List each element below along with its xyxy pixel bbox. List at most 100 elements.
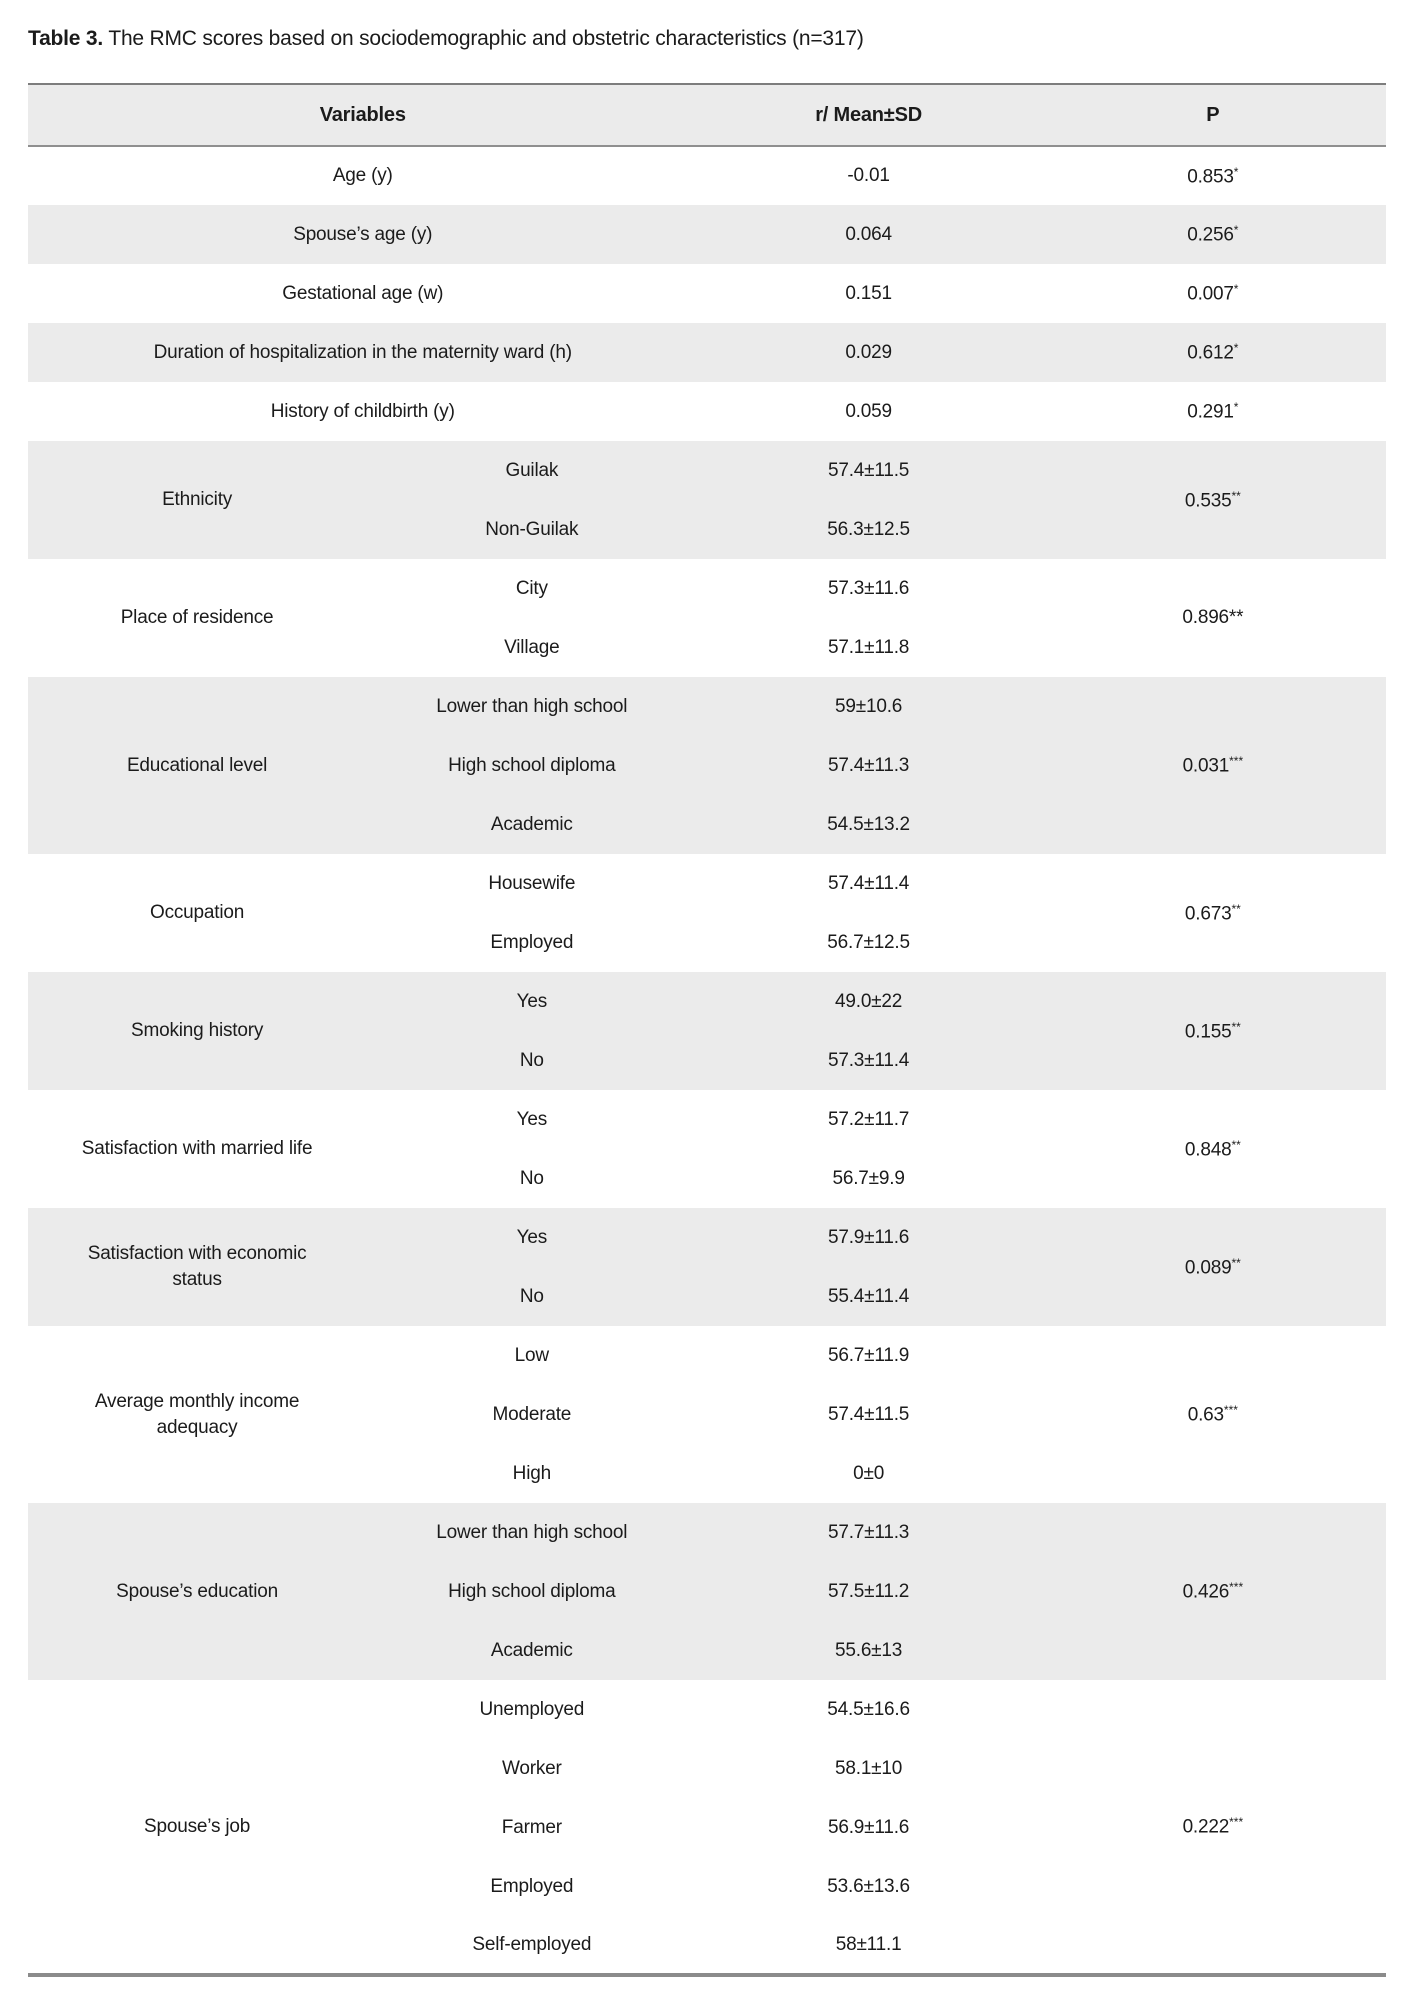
header-row: Variables r/ Mean±SD P <box>28 84 1386 147</box>
table-row: Spouse’s education Lower than high school… <box>28 1503 1386 1602</box>
subcategory-cell: Academic <box>490 1639 573 1661</box>
table-row: Age (y) -0.01 0.853* <box>28 146 1386 205</box>
p-significance-marker: ** <box>1231 1137 1241 1152</box>
subcategory-cell: Lower than high school <box>436 695 628 717</box>
p-value-cell: 0.291* <box>1187 400 1239 423</box>
mean-sd-cell: 57.3±11.4 <box>827 1049 910 1071</box>
p-value-cell: 0.853* <box>1187 164 1239 187</box>
table-row: Smoking history Yes 49.0±22 0.155** <box>28 972 1386 1042</box>
mean-sd-cell: 54.5±13.2 <box>827 813 910 835</box>
table-row: No 56.7±9.9 <box>28 1149 1386 1208</box>
variable-name-cell: Ethnicity <box>162 489 233 511</box>
mean-sd-cell: 56.9±11.6 <box>827 1816 910 1838</box>
mean-sd-cell: 57.5±11.2 <box>827 1580 910 1602</box>
table-row: Educational level Lower than high school 5… <box>28 677 1386 776</box>
variable-name-cell: Satisfaction with economic status <box>87 1243 307 1290</box>
mean-sd-cell: 0.029 <box>845 341 892 363</box>
variable-name-cell: Spouse’s job <box>144 1815 251 1837</box>
table-row: Place of residence City 57.3±11.6 0.896** <box>28 559 1386 629</box>
mean-sd-cell: 0.059 <box>845 400 892 422</box>
mean-sd-cell: 57.4±11.3 <box>827 754 910 776</box>
mean-sd-cell: -0.01 <box>847 165 890 187</box>
table-row: Occupation Housewife 57.4±11.4 0.673** <box>28 854 1386 924</box>
p-value-cell: 0.089** <box>1184 1255 1241 1278</box>
subcategory-cell: Farmer <box>501 1816 562 1838</box>
mean-sd-cell: 57.4±11.4 <box>827 872 910 894</box>
header-mean-sd: r/ Mean±SD <box>697 84 1040 147</box>
mean-sd-cell: 0.151 <box>845 282 892 304</box>
p-significance-marker: *** <box>1229 1580 1244 1595</box>
p-significance-marker: *** <box>1223 1403 1238 1418</box>
mean-sd-cell: 58.1±10 <box>835 1757 903 1779</box>
variable-name-cell: Spouse’s education <box>116 1580 279 1602</box>
mean-sd-cell: 0.064 <box>845 223 892 245</box>
table-header: Variables r/ Mean±SD P <box>28 84 1386 147</box>
subcategory-cell: Lower than high school <box>436 1521 628 1543</box>
mean-sd-cell: 57.4±11.5 <box>827 1403 910 1425</box>
table-row: Village 57.1±11.8 <box>28 618 1386 677</box>
p-significance-marker: * <box>1233 164 1239 179</box>
variable-name-cell: Age (y) <box>332 165 393 187</box>
table-row: Satisfaction with married life Yes 57.2±11… <box>28 1090 1386 1160</box>
p-value-cell: 0.007* <box>1187 282 1239 305</box>
header-variables: Variables <box>28 84 698 147</box>
table-row: Self-employed 58±11.1 <box>28 1916 1386 1975</box>
variable-name-cell: Spouse’s age (y) <box>293 223 433 245</box>
table-row: High 0±0 <box>28 1444 1386 1503</box>
subcategory-cell: Guilak <box>505 459 559 481</box>
mean-sd-cell: 58±11.1 <box>835 1933 902 1955</box>
table-row: Average monthly income adequacy Low 56.7±1… <box>28 1326 1386 1438</box>
p-value-cell: 0.222*** <box>1182 1815 1244 1838</box>
p-significance-marker: * <box>1233 223 1239 238</box>
mean-sd-cell: 57.3±11.6 <box>827 577 910 599</box>
subcategory-cell: Worker <box>501 1757 562 1779</box>
subcategory-cell: Academic <box>490 813 573 835</box>
p-value-cell: 0.535** <box>1184 488 1241 511</box>
mean-sd-cell: 57.4±11.5 <box>827 459 910 481</box>
subcategory-cell: High school diploma <box>448 1580 616 1602</box>
subcategory-cell: High <box>512 1462 551 1484</box>
p-value-cell: 0.612* <box>1187 341 1239 364</box>
mean-sd-cell: 57.1±11.8 <box>827 636 910 658</box>
header-p-value: P <box>1039 84 1386 147</box>
rmc-scores-table: Variables r/ Mean±SD P Age (y) -0.01 0.853… <box>28 83 1386 1977</box>
p-value-cell: 0.426*** <box>1182 1580 1244 1603</box>
subcategory-cell: Self-employed <box>472 1933 592 1955</box>
table-row: Duration of hospitalization in the mater… <box>28 323 1386 382</box>
p-significance-marker: ** <box>1231 1255 1241 1270</box>
mean-sd-cell: 59±10.6 <box>835 695 903 717</box>
mean-sd-cell: 56.7±11.9 <box>827 1344 910 1366</box>
subcategory-cell: Employed <box>490 1875 574 1897</box>
variable-name-cell: Average monthly income adequacy <box>94 1390 300 1438</box>
table-body: Age (y) -0.01 0.853* Spouse’s age (y) 0.064 0… <box>28 146 1386 1975</box>
p-significance-marker: ** <box>1231 1019 1241 1034</box>
p-significance-marker: *** <box>1229 1815 1244 1830</box>
p-value-cell: 0.848** <box>1184 1137 1241 1160</box>
subcategory-cell: Employed <box>490 931 574 953</box>
table-caption-label: Table 3. <box>28 27 104 50</box>
subcategory-cell: Housewife <box>488 872 576 894</box>
subcategory-cell: Yes <box>516 1226 548 1248</box>
mean-sd-cell: 54.5±16.6 <box>827 1698 910 1720</box>
table-row: Worker 58.1±10 <box>28 1739 1386 1798</box>
variable-name-cell: History of childbirth (y) <box>270 400 455 422</box>
variable-name-cell: Gestational age (w) <box>282 282 444 304</box>
subcategory-cell: Yes <box>516 990 548 1012</box>
p-value-cell: 0.673** <box>1184 901 1241 924</box>
mean-sd-cell: 0±0 <box>853 1462 885 1484</box>
subcategory-cell: Unemployed <box>479 1698 585 1720</box>
table-row: Employed 53.6±13.6 <box>28 1857 1386 1916</box>
p-value-cell: 0.031*** <box>1182 754 1244 777</box>
table-row: Satisfaction with economic status Yes 57.9… <box>28 1208 1386 1290</box>
subcategory-cell: Low <box>514 1344 549 1366</box>
table-row: Spouse’s job Unemployed 54.5±16.6 0.222*** <box>28 1680 1386 1838</box>
table-row: Employed 56.7±12.5 <box>28 913 1386 972</box>
mean-sd-cell: 56.3±12.5 <box>827 518 910 540</box>
table-row: Gestational age (w) 0.151 0.007* <box>28 264 1386 323</box>
p-value-cell: 0.896** <box>1182 607 1244 629</box>
variable-name-cell: Duration of hospitalization in the mater… <box>153 341 572 363</box>
p-significance-marker: ** <box>1231 901 1241 916</box>
p-significance-marker: * <box>1233 400 1239 415</box>
mean-sd-cell: 57.2±11.7 <box>827 1108 910 1130</box>
mean-sd-cell: 57.9±11.6 <box>827 1226 910 1248</box>
